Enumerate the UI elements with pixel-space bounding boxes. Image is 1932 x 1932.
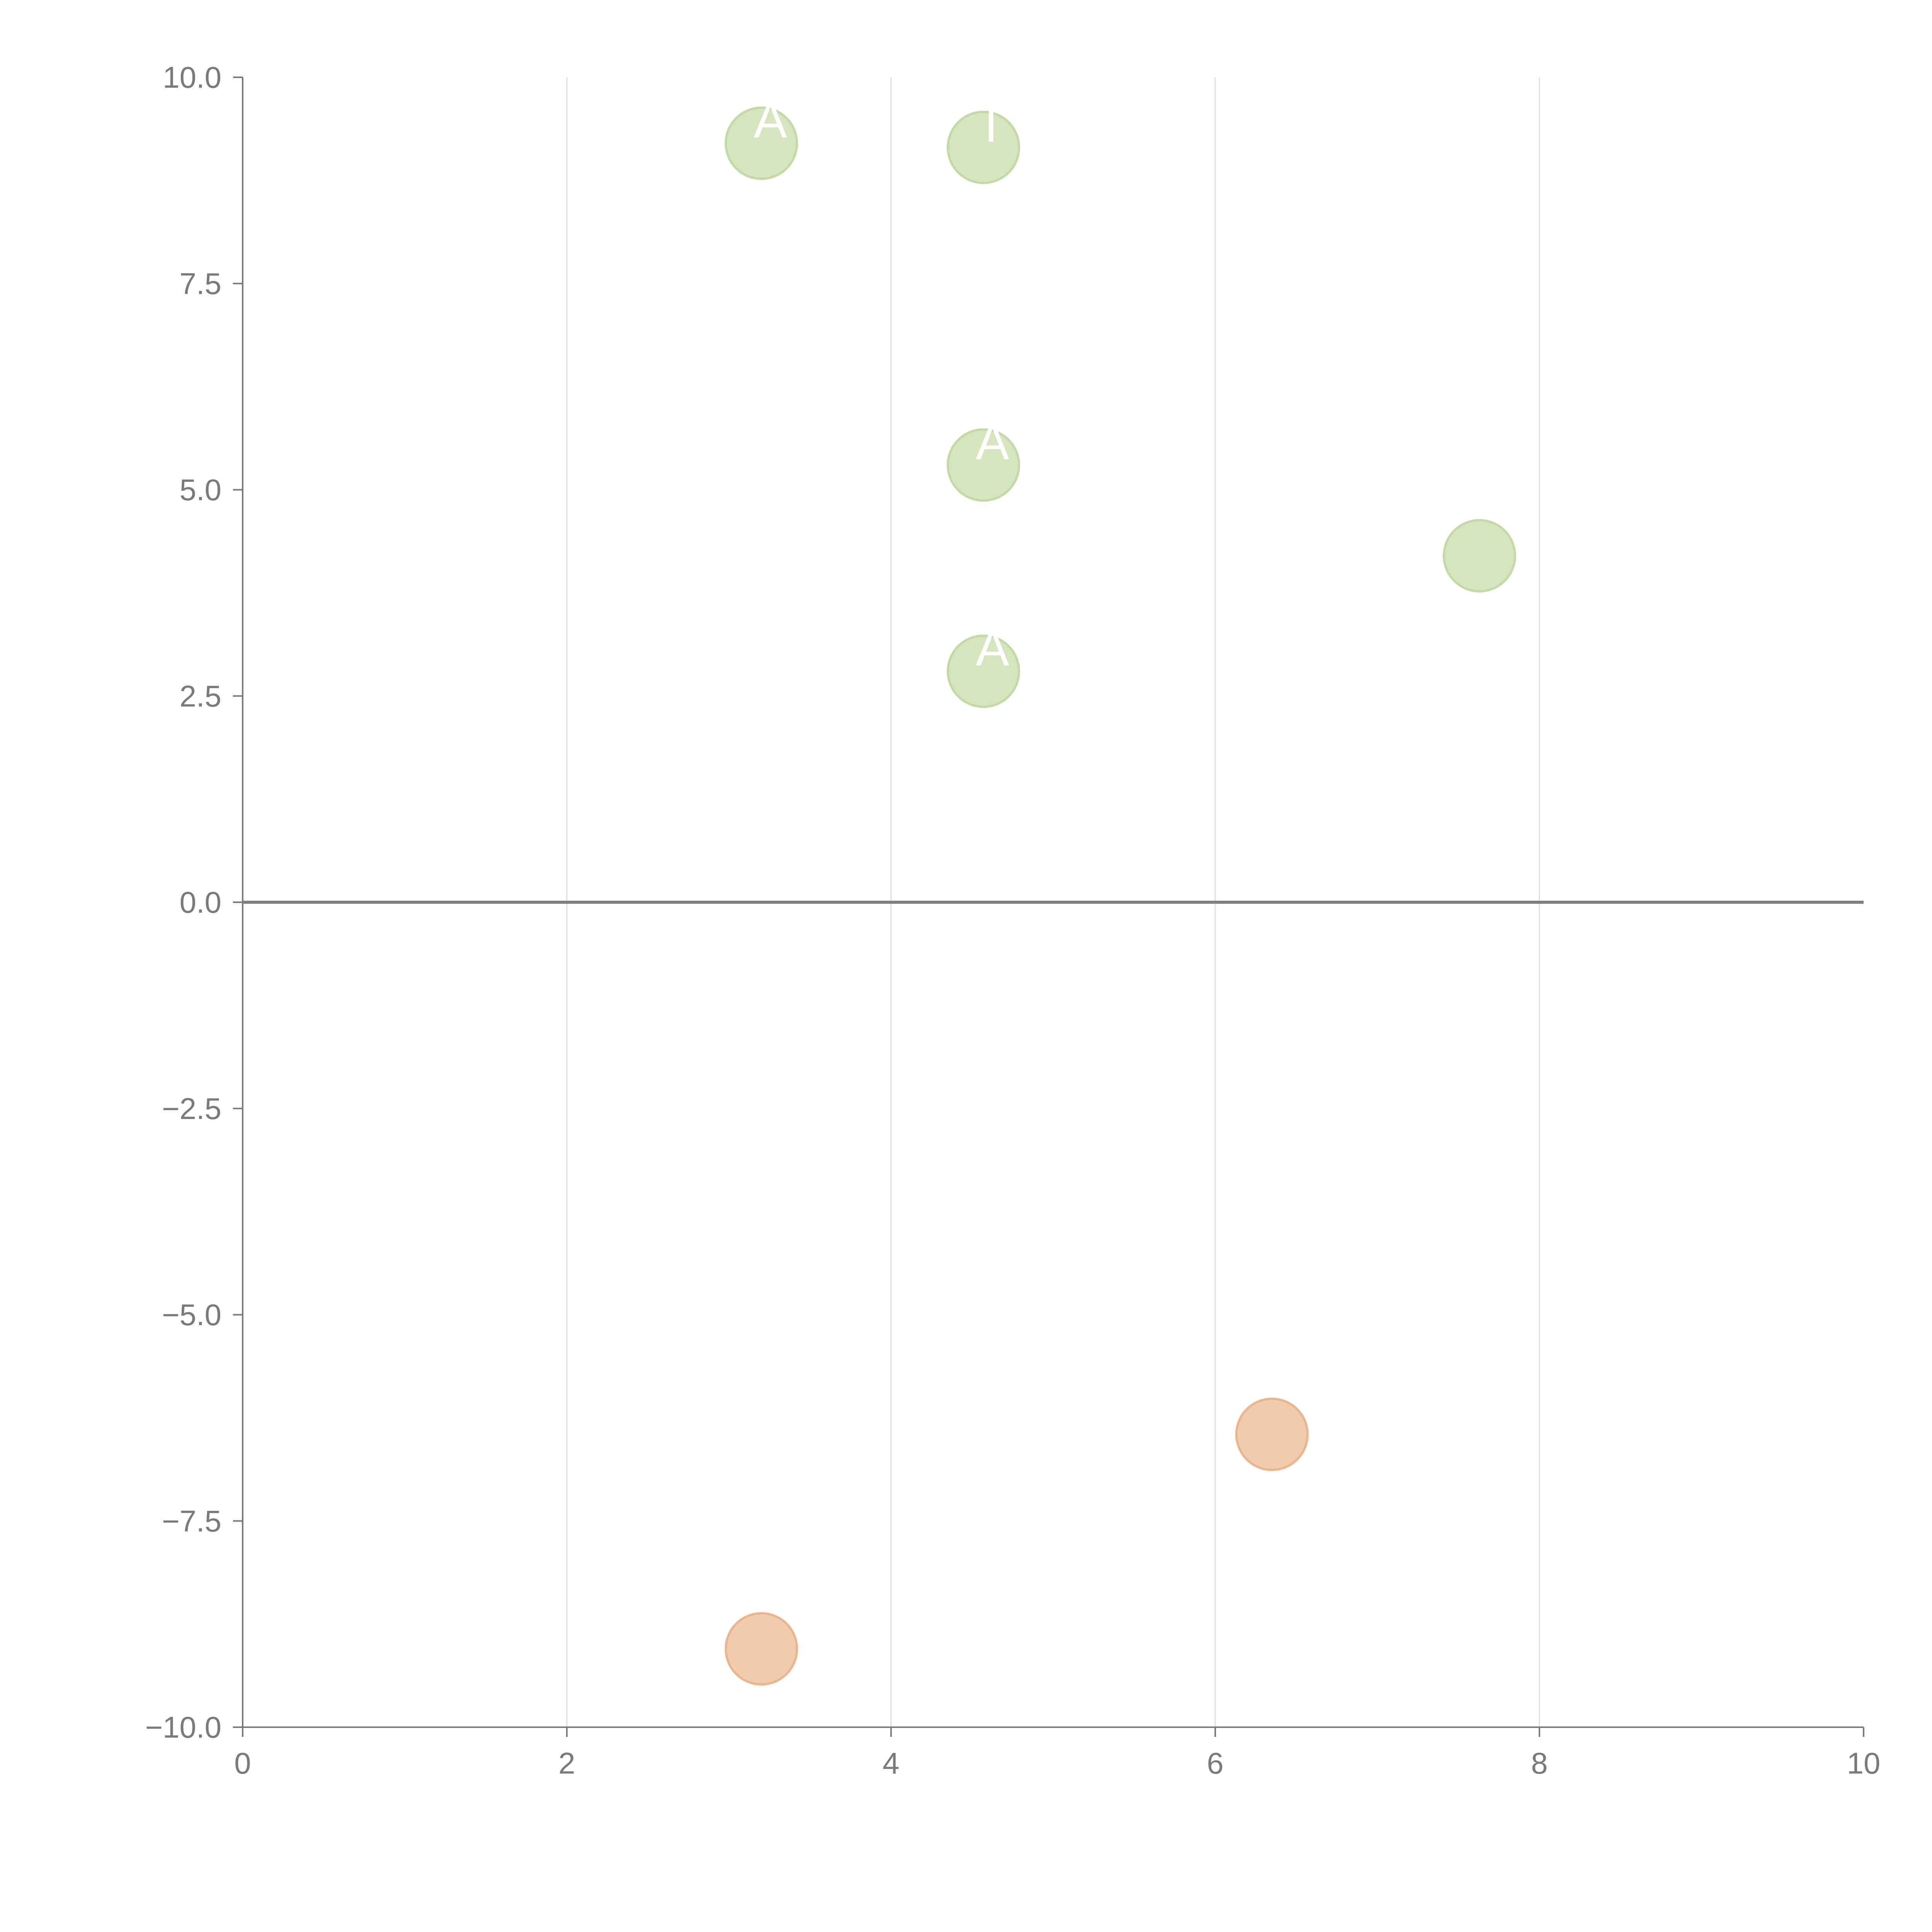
x-tick-label: 4 — [883, 1746, 899, 1780]
x-tick-label: 6 — [1207, 1746, 1223, 1780]
data-point — [947, 428, 1020, 502]
axes: −10.0 −7.5 −5.0 −2.5 0.0 2.5 5.0 7.5 10.0 0 2 4 6 8 10 — [145, 60, 1881, 1780]
y-tick-label: −7.5 — [162, 1504, 221, 1538]
data-point — [724, 1612, 798, 1686]
x-tick-label: 0 — [234, 1746, 251, 1780]
data-point — [724, 106, 798, 180]
y-tick-label: 7.5 — [180, 267, 221, 301]
y-tick-label: −10.0 — [145, 1710, 221, 1744]
data-point — [947, 634, 1020, 708]
x-tick-label: 2 — [558, 1746, 575, 1780]
point-label: A — [976, 620, 1009, 676]
y-tick-label: 5.0 — [180, 473, 221, 507]
y-tick-label: 10.0 — [163, 60, 221, 94]
point-labels: A T A A — [753, 92, 1009, 676]
point-label: A — [753, 92, 787, 148]
y-tick-label: 2.5 — [180, 679, 221, 713]
y-tick-label: 0.0 — [180, 885, 221, 919]
y-tick-label: −5.0 — [162, 1298, 221, 1332]
point-label: T — [976, 96, 1006, 152]
point-label: A — [976, 413, 1009, 470]
y-tick-label: −2.5 — [162, 1092, 221, 1126]
data-point — [1442, 519, 1516, 593]
data-point — [947, 111, 1020, 184]
x-tick-label: 10 — [1847, 1746, 1881, 1780]
data-points — [724, 106, 1516, 1686]
data-point — [1235, 1398, 1309, 1471]
x-tick-label: 8 — [1531, 1746, 1548, 1780]
